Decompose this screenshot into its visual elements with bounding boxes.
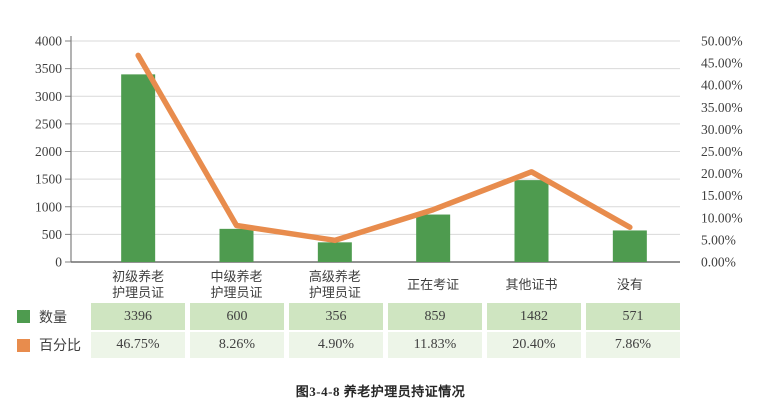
percent-value-cell: 46.75% xyxy=(91,332,185,358)
count-value-cell: 3396 xyxy=(91,303,185,330)
x-category-label: 护理员证 xyxy=(210,285,262,300)
x-category-label: 护理员证 xyxy=(309,285,361,300)
summary-table: 数量 3396 600 356 859 1482 571 百分比 46.75% 8.26% 4… xyxy=(0,303,761,360)
bar-其他证书 xyxy=(514,180,549,262)
legend-item-count: 数量 xyxy=(0,303,91,330)
bar-高级养老护理员证 xyxy=(317,242,352,262)
percent-value-cell: 11.83% xyxy=(388,332,482,358)
count-value-cell: 600 xyxy=(190,303,284,330)
x-category-label: 初级养老 xyxy=(112,269,164,284)
count-value-cell: 571 xyxy=(586,303,680,330)
bar-没有 xyxy=(612,230,647,262)
right-axis-label: 50.00% xyxy=(701,34,743,49)
left-axis-label: 2000 xyxy=(35,144,62,159)
count-legend-swatch-icon xyxy=(17,310,30,323)
table-row-percent: 百分比 46.75% 8.26% 4.90% 11.83% 20.40% 7.86% xyxy=(0,332,761,358)
count-legend-label: 数量 xyxy=(39,310,67,326)
count-value-cell: 859 xyxy=(388,303,482,330)
x-category-label: 中级养老 xyxy=(210,269,262,284)
percent-values-row: 46.75% 8.26% 4.90% 11.83% 20.40% 7.86% xyxy=(91,332,680,358)
x-category-label: 高级养老 xyxy=(309,269,361,284)
combo-bar-line-chart: 0 500 1000 1500 2000 2500 3000 3500 4000 0.00% 5.0… xyxy=(35,34,743,301)
left-axis-label: 500 xyxy=(42,227,63,242)
right-axis-label: 5.00% xyxy=(701,232,736,247)
right-axis-label: 25.00% xyxy=(701,144,743,159)
x-category-label: 正在考证 xyxy=(407,277,459,292)
right-axis-label: 30.00% xyxy=(701,122,743,137)
percent-line xyxy=(135,52,633,244)
bar-正在考证 xyxy=(416,214,451,262)
x-category-label: 其他证书 xyxy=(505,277,557,292)
right-axis-label: 35.00% xyxy=(701,100,743,115)
count-value-cell: 1482 xyxy=(487,303,581,330)
legend-item-percent: 百分比 xyxy=(0,332,91,358)
x-category-label: 护理员证 xyxy=(112,285,164,300)
table-row-count: 数量 3396 600 356 859 1482 571 xyxy=(0,303,761,330)
count-value-cell: 356 xyxy=(289,303,383,330)
left-axis-label: 0 xyxy=(55,255,62,270)
bar-初级养老护理员证 xyxy=(121,74,156,262)
left-axis-label: 1500 xyxy=(35,172,62,187)
left-axis-label: 2500 xyxy=(35,116,62,131)
left-axis-label: 4000 xyxy=(35,34,62,49)
percent-legend-label: 百分比 xyxy=(39,339,81,354)
bar-中级养老护理员证 xyxy=(219,228,254,262)
right-axis-label: 45.00% xyxy=(701,56,743,71)
left-axis-label: 3500 xyxy=(35,61,62,76)
right-axis-label: 15.00% xyxy=(701,188,743,203)
count-values-row: 3396 600 356 859 1482 571 xyxy=(91,303,680,330)
x-category-label: 没有 xyxy=(617,277,643,292)
left-axis-label: 3000 xyxy=(35,89,62,104)
right-axis-label: 0.00% xyxy=(701,255,736,270)
figure-caption: 图3-4-8 养老护理员持证情况 xyxy=(295,384,466,399)
percent-value-cell: 20.40% xyxy=(487,332,581,358)
percent-value-cell: 8.26% xyxy=(190,332,284,358)
right-axis-label: 20.00% xyxy=(701,166,743,181)
percent-legend-swatch-icon xyxy=(17,338,30,352)
right-axis-label: 40.00% xyxy=(701,78,743,93)
right-axis-label: 10.00% xyxy=(701,210,743,225)
percent-value-cell: 7.86% xyxy=(586,332,680,358)
percent-value-cell: 4.90% xyxy=(289,332,383,358)
left-axis-label: 1000 xyxy=(35,199,62,214)
